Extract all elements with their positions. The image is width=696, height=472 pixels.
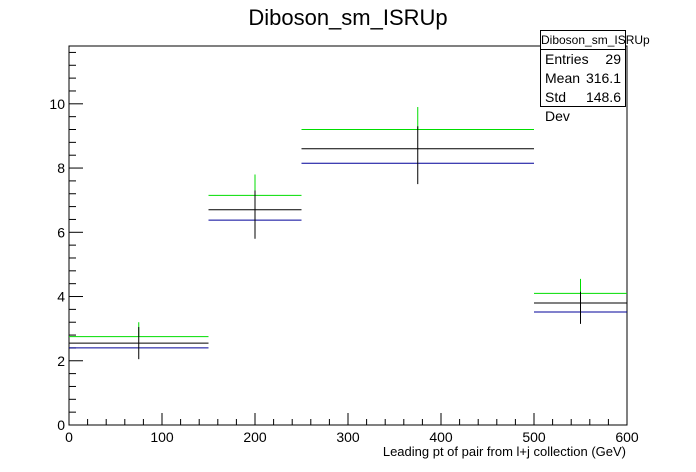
y-tick-label: 2: [57, 353, 65, 369]
axes: 0 100 200 300 400 500 600 0 2 4 6 8 10: [49, 45, 639, 445]
y-tick-label: 4: [57, 289, 65, 305]
chart-title: Diboson_sm_ISRUp: [248, 5, 448, 30]
stats-row-mean: Mean 316.1: [541, 69, 625, 88]
stats-label: Mean: [545, 70, 581, 86]
stats-title: Diboson_sm_ISRUp: [541, 31, 650, 50]
x-tick-label: 100: [150, 429, 174, 445]
x-tick-label: 600: [615, 429, 639, 445]
x-axis-label: Leading pt of pair from l+j collection (…: [382, 444, 626, 459]
x-tick-label: 400: [429, 429, 453, 445]
x-tick-label: 0: [65, 429, 73, 445]
stats-value: 316.1: [585, 70, 621, 86]
stats-label: Std Dev: [545, 89, 570, 124]
y-tick-label: 10: [49, 96, 65, 112]
stats-row-stddev: Std Dev 148.6: [541, 88, 625, 126]
stats-label: Entries: [545, 51, 589, 67]
x-tick-label: 300: [336, 429, 360, 445]
chart-marks: [69, 107, 627, 360]
x-tick-label: 500: [522, 429, 546, 445]
stats-value: 29: [605, 51, 621, 67]
stats-row-entries: Entries 29: [541, 50, 625, 69]
y-tick-label: 0: [57, 417, 65, 433]
stats-value: 148.6: [585, 89, 621, 105]
y-tick-label: 6: [57, 224, 65, 240]
stats-box: Diboson_sm_ISRUp Entries 29 Mean 316.1 S…: [540, 30, 650, 124]
y-tick-label: 8: [57, 160, 65, 176]
x-tick-label: 200: [243, 429, 267, 445]
